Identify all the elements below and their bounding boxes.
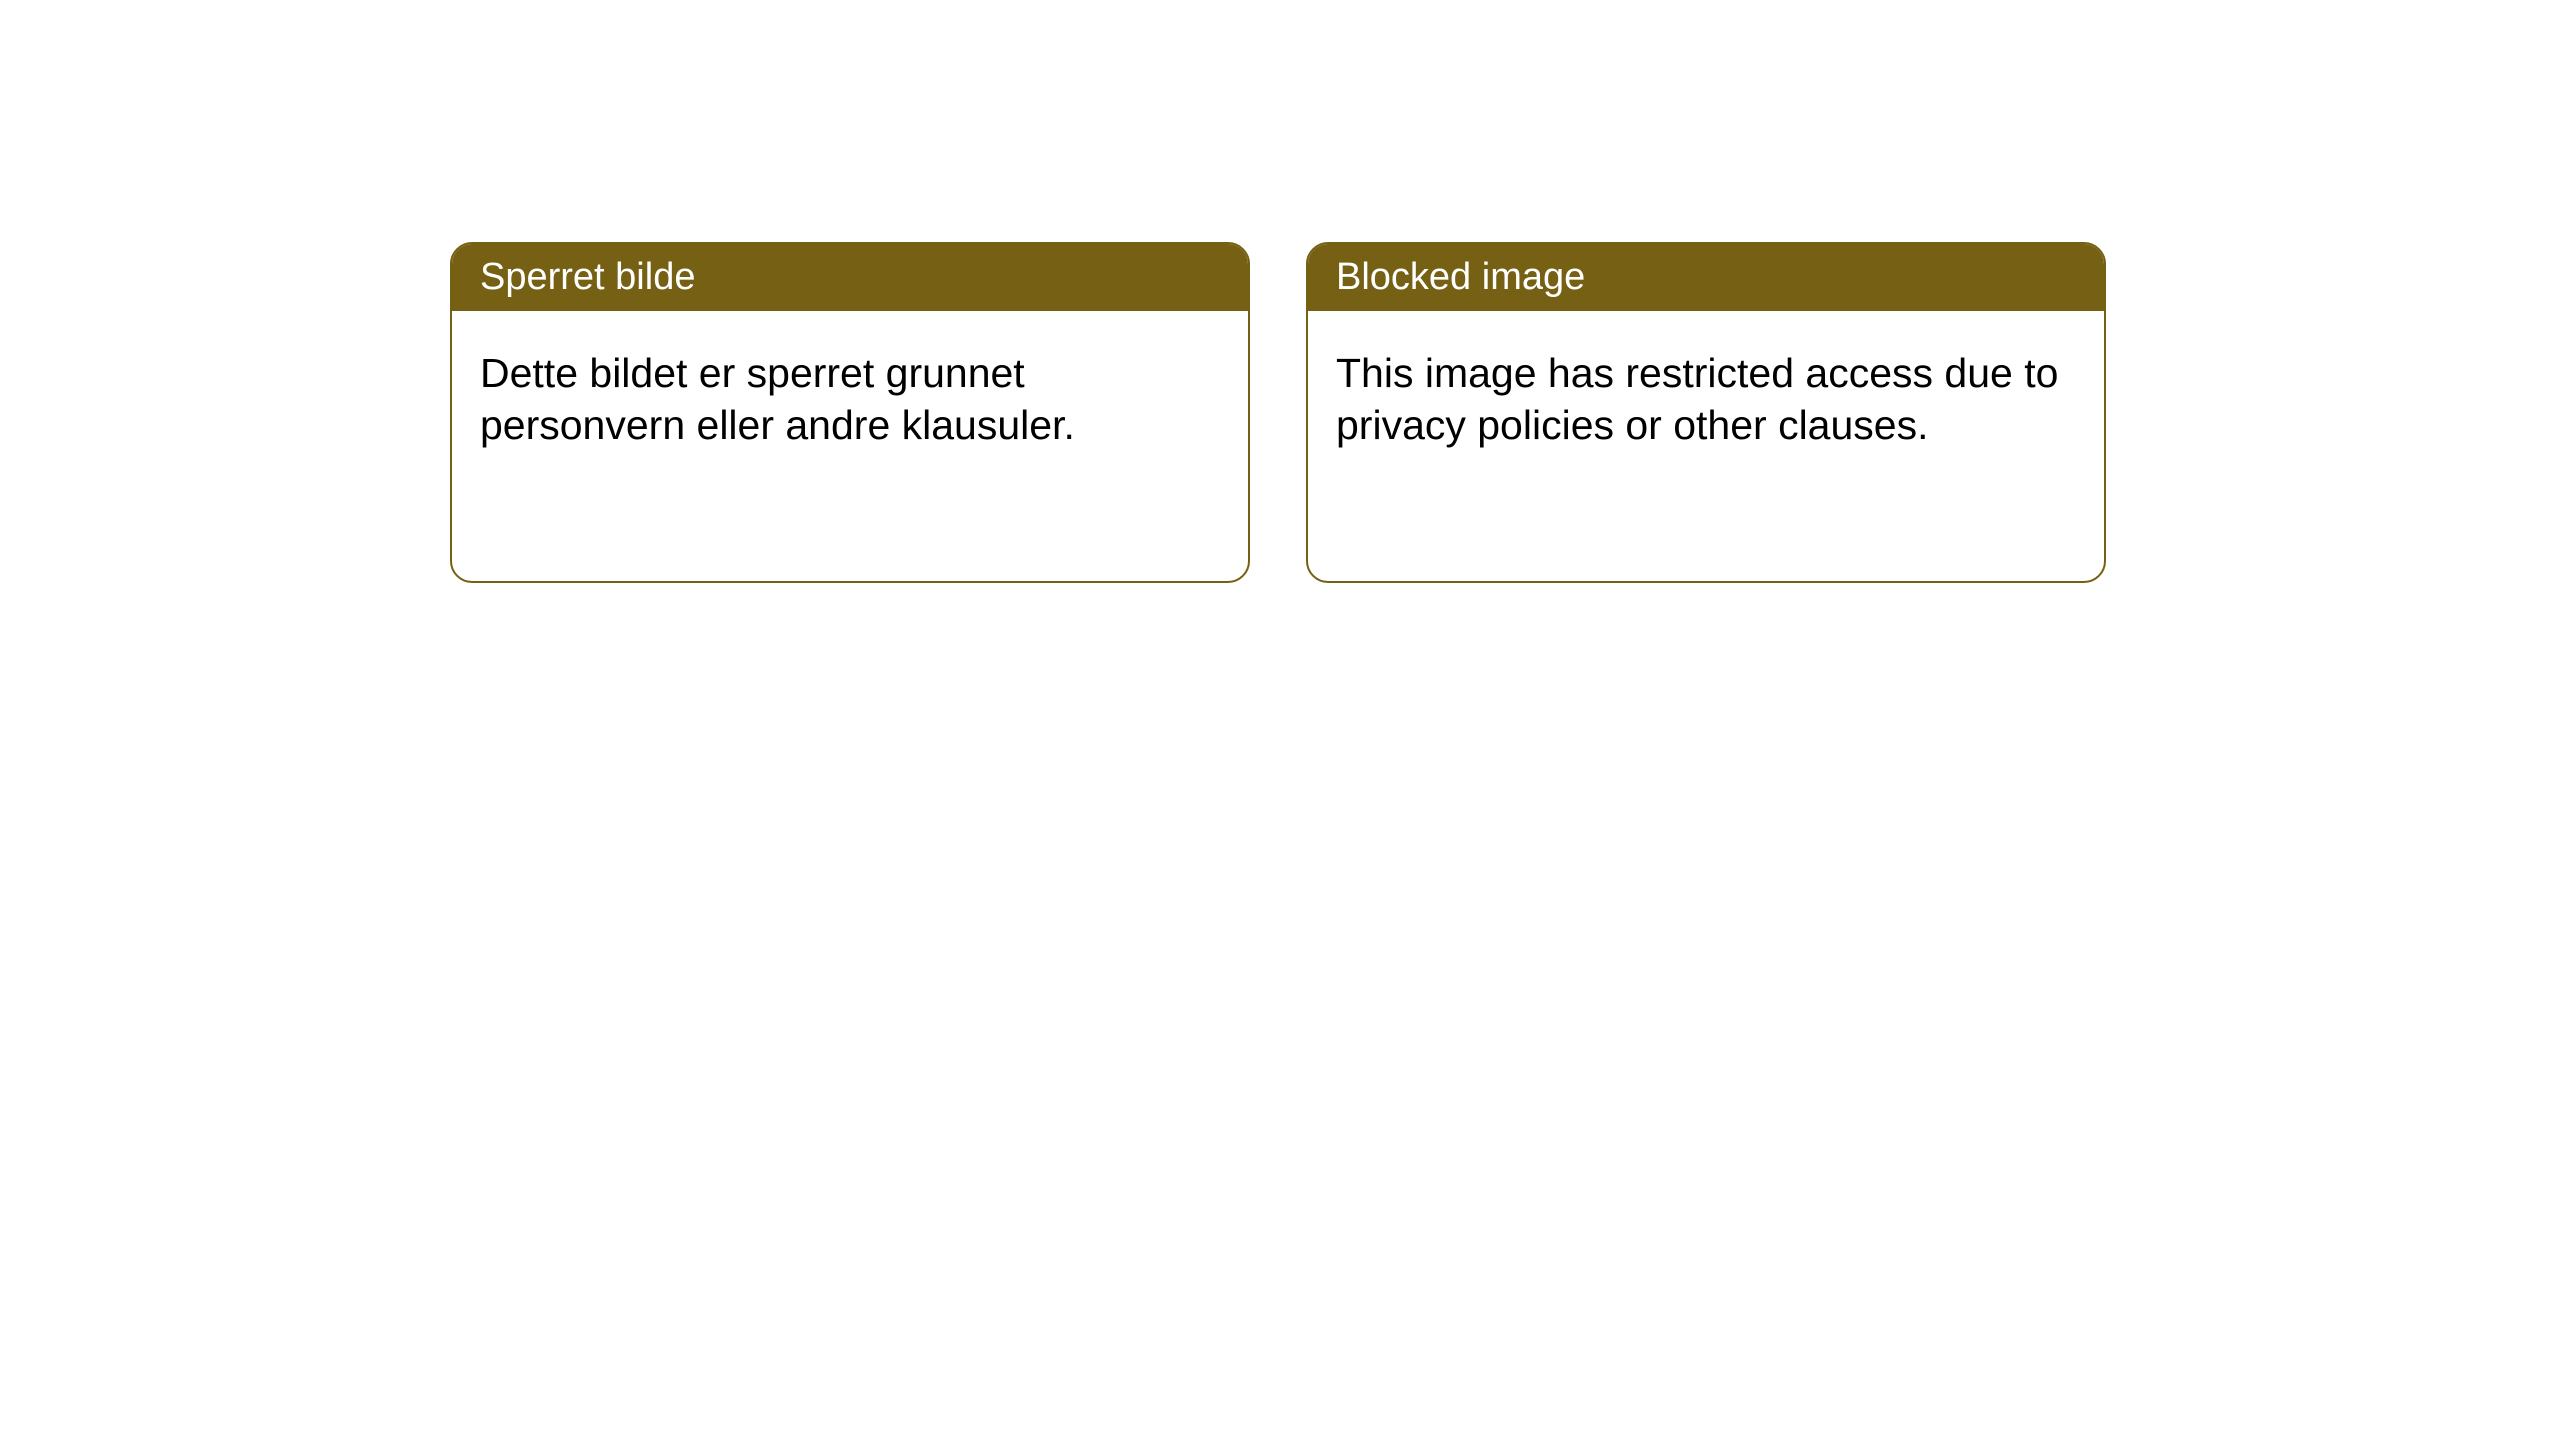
- card-title-no: Sperret bilde: [452, 244, 1248, 311]
- card-body-en: This image has restricted access due to …: [1308, 311, 2104, 581]
- blocked-image-card-en: Blocked image This image has restricted …: [1306, 242, 2106, 583]
- blocked-image-card-no: Sperret bilde Dette bildet er sperret gr…: [450, 242, 1250, 583]
- card-title-en: Blocked image: [1308, 244, 2104, 311]
- card-body-no: Dette bildet er sperret grunnet personve…: [452, 311, 1248, 581]
- notice-container: Sperret bilde Dette bildet er sperret gr…: [450, 242, 2106, 583]
